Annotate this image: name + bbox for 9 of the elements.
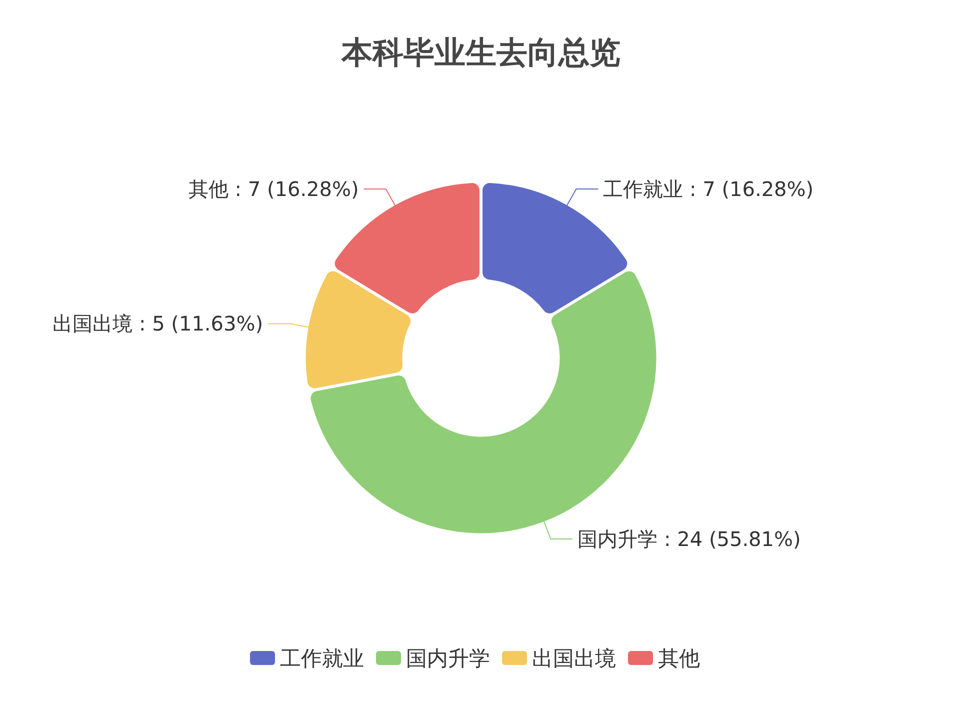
legend-label: 工作就业 <box>280 646 364 670</box>
category-label: 出国出境 : 5 (11.63%) <box>52 312 264 336</box>
chart-title: 本科毕业生去向总览 <box>340 35 620 71</box>
legend-label: 出国出境 <box>532 646 616 670</box>
legend-label: 国内升学 <box>406 646 490 670</box>
category-label: 国内升学 : 24 (55.81%) <box>578 527 801 552</box>
category-label: 工作就业 : 7 (16.28%) <box>603 176 814 201</box>
legend-label: 其他 <box>658 646 700 670</box>
category-label: 其他 : 7 (16.28%) <box>188 176 359 201</box>
